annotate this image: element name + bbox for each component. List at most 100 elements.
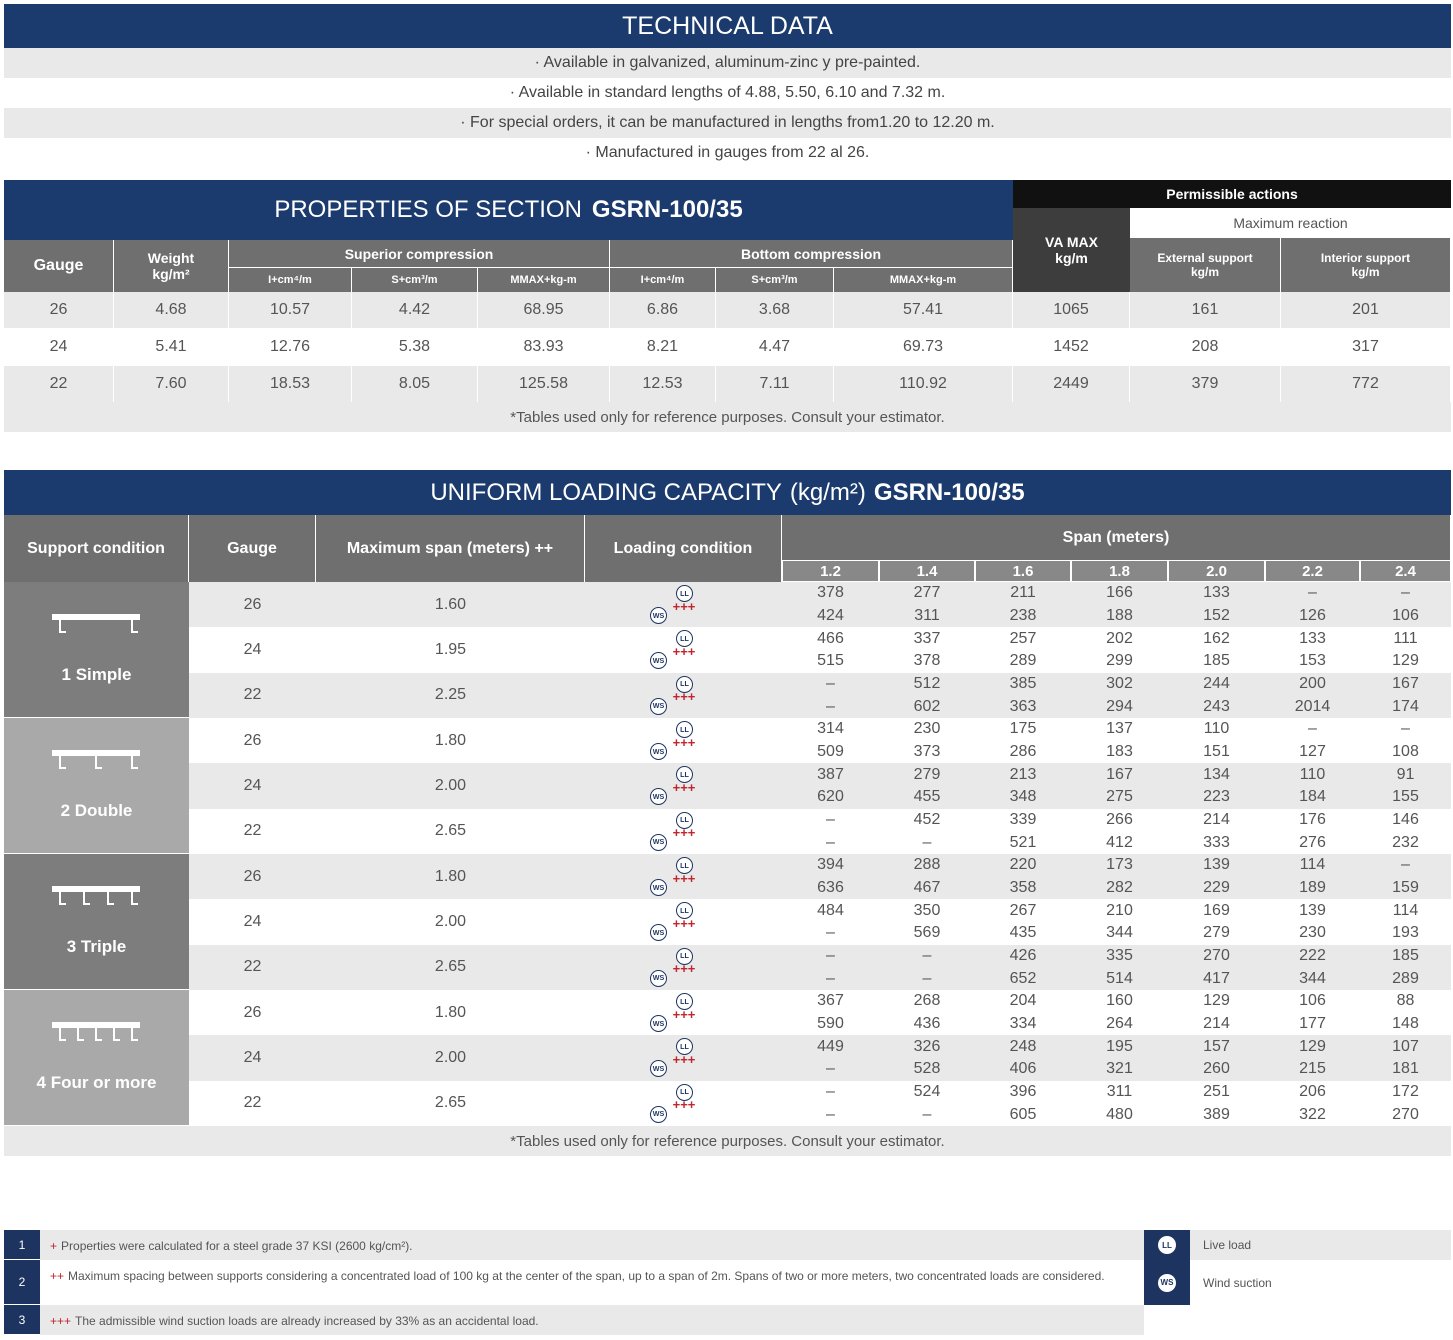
table-cell: – <box>826 674 835 692</box>
header-cell: Superior compression <box>229 240 610 268</box>
table-cell: 2.65 <box>434 822 467 840</box>
table-cell: 174 <box>1392 697 1419 715</box>
row-bg <box>189 672 1451 718</box>
table-cell: 277 <box>913 584 941 602</box>
table-cell: 449 <box>817 1037 844 1055</box>
table-cell: 569 <box>913 924 941 942</box>
table-cell: 22 <box>243 1094 262 1112</box>
table-cell: 7.60 <box>114 366 229 402</box>
section-title: UNIFORM LOADING CAPACITY (kg/m²) GSRN-100/… <box>4 470 1451 515</box>
table-cell: 12.76 <box>229 328 352 366</box>
icon: WS <box>650 652 667 670</box>
table-cell: 167 <box>1106 765 1133 783</box>
table-cell: 26 <box>4 292 114 328</box>
table-cell: 129 <box>1299 1037 1326 1055</box>
table-cell: 636 <box>817 878 844 896</box>
icon: WS <box>650 969 667 987</box>
table-cell: 106 <box>1299 992 1326 1010</box>
table-cell: 69.73 <box>834 328 1013 366</box>
table-cell: 125.58 <box>478 366 610 402</box>
model: GSRN-100/35 <box>873 478 1025 506</box>
table-cell: 270 <box>1203 946 1230 964</box>
span-header: 1.2 <box>782 560 879 582</box>
table-cell: 172 <box>1392 1082 1419 1100</box>
header-cell: Support condition <box>4 515 189 582</box>
table-cell: 126 <box>1299 606 1326 624</box>
plus-marker: +++ <box>672 689 696 705</box>
table-cell: 166 <box>1106 584 1133 602</box>
table-cell: 114 <box>1299 856 1326 874</box>
icon: WS <box>1158 1273 1176 1292</box>
header-cell: Interior support kg/m <box>1281 238 1451 292</box>
table-cell: 24 <box>243 776 262 794</box>
header-cell: Weight kg/m² <box>114 240 229 292</box>
table-cell: – <box>922 833 932 851</box>
icon: WS <box>650 607 667 624</box>
table-cell: 4.47 <box>716 328 834 366</box>
table-cell: 363 <box>1009 697 1037 715</box>
table-cell: 373 <box>913 742 941 760</box>
table-cell: 528 <box>913 1060 941 1078</box>
icon: WS <box>650 697 667 715</box>
table-cell: 202 <box>1106 629 1133 647</box>
table-cell: 251 <box>1203 1082 1230 1100</box>
table-cell: 4.42 <box>352 292 478 328</box>
table-cell: 436 <box>913 1014 941 1032</box>
footnote: +++ The admissible wind suction loads are… <box>40 1305 1144 1335</box>
row-bg <box>189 1035 1451 1081</box>
table-cell: 455 <box>913 788 941 806</box>
header-cell: Span (meters) <box>782 515 1451 560</box>
table-cell: 91 <box>1396 765 1415 783</box>
table-cell: 394 <box>817 856 844 874</box>
table-cell: 337 <box>913 629 941 647</box>
table-cell: 5.38 <box>352 328 478 366</box>
info-line: · For special orders, it can be manufact… <box>4 108 1451 138</box>
table-cell: 111 <box>1393 629 1418 647</box>
plus-marker: +++ <box>672 643 696 659</box>
footnote-text: Maximum spacing between supports conside… <box>68 1269 1105 1283</box>
table-cell: 385 <box>1009 674 1037 692</box>
table-cell: 480 <box>1106 1105 1133 1123</box>
table-cell: – <box>826 946 835 964</box>
table-cell: 317 <box>1281 328 1451 366</box>
icon: WS <box>650 1060 667 1078</box>
table-cell: 348 <box>1009 788 1037 806</box>
table-cell: – <box>1401 720 1410 738</box>
table-cell: 184 <box>1299 788 1326 806</box>
table-cell: 248 <box>1009 1037 1037 1055</box>
table-cell: 88 <box>1396 992 1415 1010</box>
header-cell: I+cm⁴/m <box>229 268 352 292</box>
table-cell: 133 <box>1299 629 1326 647</box>
table-cell: 114 <box>1392 901 1419 919</box>
table-cell: – <box>826 924 835 942</box>
icon: LL <box>676 811 693 829</box>
plus-marker: +++ <box>672 961 696 977</box>
support-label: 4 Four or more <box>36 1073 157 1092</box>
span-header: 2.0 <box>1168 560 1265 582</box>
support-icon <box>52 614 140 633</box>
footnote-number: 3 <box>4 1305 40 1335</box>
header-cell: Bottom compression <box>610 240 1013 268</box>
header-cell: VA MAX kg/m <box>1013 208 1130 292</box>
table-cell: 24 <box>243 912 262 930</box>
support-cell: 3 Triple <box>4 854 189 990</box>
table-cell: 590 <box>817 1014 844 1032</box>
header-cell: Loading condition <box>585 515 782 582</box>
table-cell: 260 <box>1203 1060 1230 1078</box>
table-cell: 222 <box>1299 946 1326 964</box>
table-cell: 176 <box>1299 810 1326 828</box>
info-line: · Available in standard lengths of 4.88,… <box>4 78 1451 108</box>
table-cell: 188 <box>1106 606 1133 624</box>
table-cell: 57.41 <box>834 292 1013 328</box>
footnote-marker: + <box>50 1239 58 1253</box>
table-cell: 208 <box>1130 328 1281 366</box>
plus-marker: +++ <box>672 1051 696 1067</box>
span-header: 2.4 <box>1360 560 1451 582</box>
table-cell: 110 <box>1203 720 1230 738</box>
table-cell: 181 <box>1392 1060 1419 1078</box>
table-cell: 289 <box>1392 969 1419 987</box>
table-cell: 435 <box>1009 924 1037 942</box>
table-cell: 22 <box>4 366 114 402</box>
table-cell: 214 <box>1203 1014 1230 1032</box>
